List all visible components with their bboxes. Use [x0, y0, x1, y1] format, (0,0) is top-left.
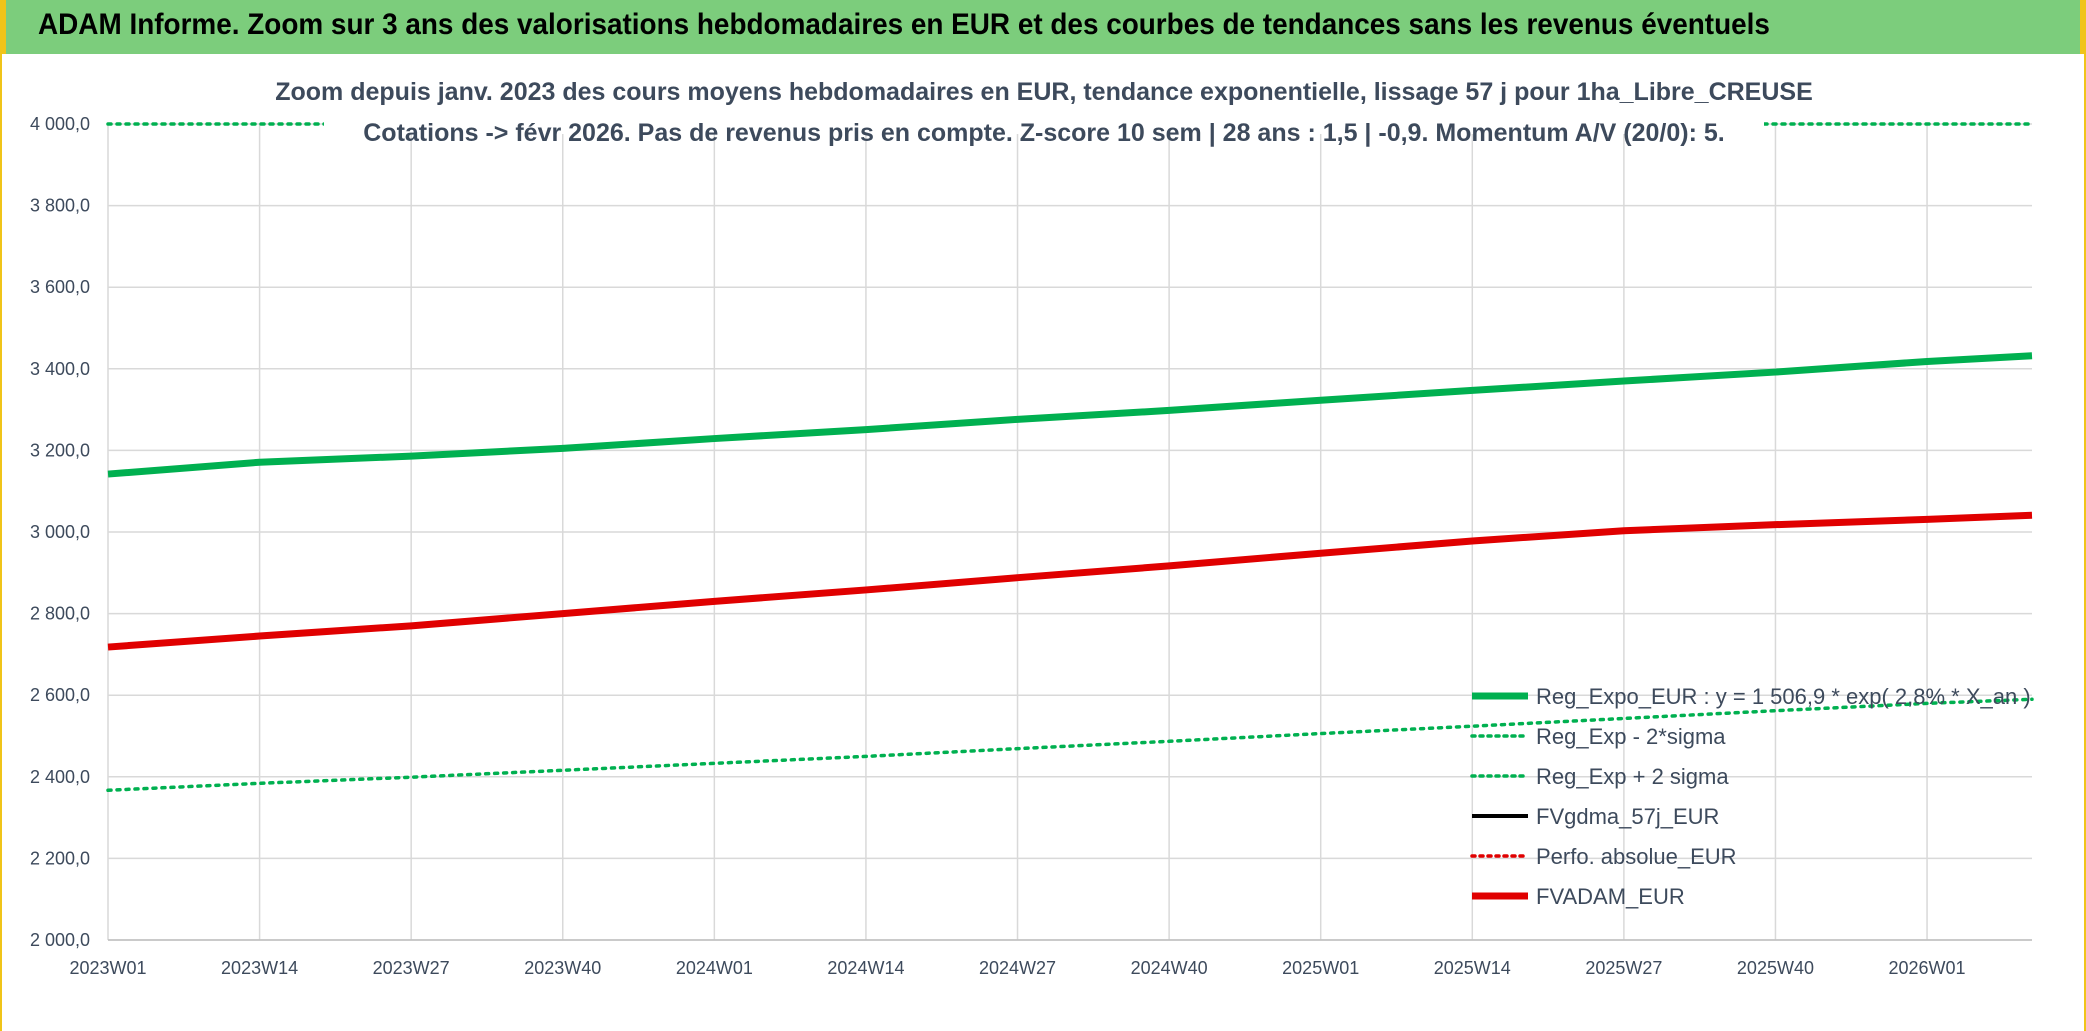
report-title: ADAM Informe. Zoom sur 3 ans des valoris… [38, 8, 1770, 41]
x-tick-label: 2024W40 [1131, 958, 1208, 978]
x-tick-label: 2026W01 [1889, 958, 1966, 978]
line-chart: 2 000,0 2 200,0 2 400,0 2 600,0 2 800,0 3 000… [30, 60, 2034, 978]
x-tick-label: 2023W01 [69, 958, 146, 978]
x-tick-label: 2024W01 [676, 958, 753, 978]
chart-titles: Zoom depuis janv. 2023 des cours moyens … [275, 60, 1813, 147]
legend-label: Reg_Expo_EUR : y = 1 506,9 * exp( 2,8% *… [1536, 684, 2031, 709]
x-axis: 2023W01 2023W14 2023W27 2023W40 2024W01 2024W… [69, 939, 2032, 978]
y-tick-label: 2 400,0 [30, 767, 90, 787]
y-tick-label: 2 200,0 [30, 848, 90, 868]
header-bar: ADAM Informe. Zoom sur 3 ans des valoris… [0, 0, 2086, 54]
y-tick-label: 3 000,0 [30, 522, 90, 542]
legend-label: Reg_Exp - 2*sigma [1536, 724, 1726, 749]
y-tick-label: 4 000,0 [30, 114, 90, 134]
legend-label: FVgdma_57j_EUR [1536, 804, 1719, 829]
y-tick-label: 3 800,0 [30, 196, 90, 216]
x-tick-label: 2024W14 [827, 958, 904, 978]
y-tick-label: 3 200,0 [30, 440, 90, 460]
legend-label: FVADAM_EUR [1536, 884, 1685, 909]
y-tick-label: 2 000,0 [30, 930, 90, 950]
chart-area: 2 000,0 2 200,0 2 400,0 2 600,0 2 800,0 3 000… [0, 54, 2086, 1031]
x-tick-label: 2025W01 [1282, 958, 1359, 978]
x-tick-label: 2025W27 [1585, 958, 1662, 978]
legend-label: Reg_Exp + 2 sigma [1536, 764, 1729, 789]
y-tick-label: 3 400,0 [30, 359, 90, 379]
title-background [324, 60, 1764, 134]
legend-label: Perfo. absolue_EUR [1536, 844, 1737, 869]
chart-title-line2: Cotations -> févr 2026. Pas de revenus p… [363, 119, 1724, 147]
x-tick-label: 2023W40 [524, 958, 601, 978]
series-line [107, 511, 2033, 651]
chart-title-line1: Zoom depuis janv. 2023 des cours moyens … [275, 78, 1813, 106]
x-tick-label: 2023W27 [373, 958, 450, 978]
y-tick-label: 2 800,0 [30, 604, 90, 624]
x-tick-label: 2025W14 [1434, 958, 1511, 978]
y-tick-label: 2 600,0 [30, 685, 90, 705]
legend: Reg_Expo_EUR : y = 1 506,9 * exp( 2,8% *… [1470, 684, 2031, 909]
y-tick-label: 3 600,0 [30, 277, 90, 297]
series-line [106, 697, 2034, 793]
y-axis: 2 000,0 2 200,0 2 400,0 2 600,0 2 800,0 3 000… [30, 114, 90, 950]
x-tick-label: 2023W14 [221, 958, 298, 978]
x-tick-label: 2025W40 [1737, 958, 1814, 978]
series-line [107, 352, 2033, 478]
x-tick-label: 2024W27 [979, 958, 1056, 978]
